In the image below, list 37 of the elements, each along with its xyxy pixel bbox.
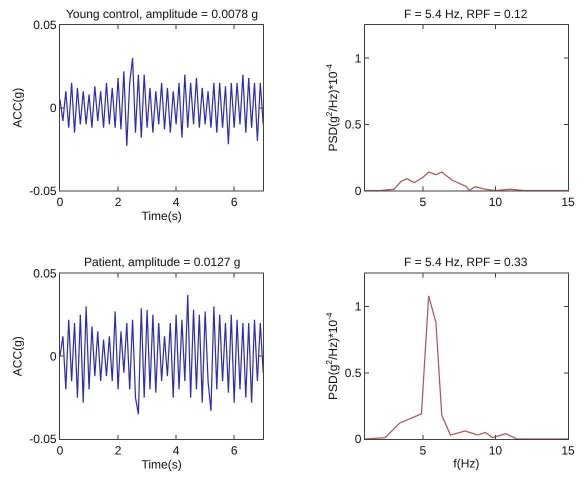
line-series [364, 295, 568, 439]
y-tick-label: 0 [354, 432, 362, 446]
y-tick-label: -0.05 [29, 432, 57, 446]
y-tick-label: -0.05 [29, 184, 57, 198]
x-tick-label: 2 [114, 443, 122, 458]
y-tick-label: 0 [50, 101, 57, 115]
x-tick-label: 10 [488, 443, 502, 458]
chart-title: Patient, amplitude = 0.0127 g [84, 255, 240, 269]
chart-title: Young control, amplitude = 0.0078 g [66, 7, 258, 21]
y-tick-label: 1 [354, 51, 362, 66]
x-tick-label: 15 [561, 195, 575, 209]
chart-title: F = 5.4 Hz, RPF = 0.33 [404, 255, 528, 269]
x-tick-label: 5 [420, 195, 427, 209]
y-tick-label: 0.05 [33, 266, 57, 281]
y-tick-label: 0 [354, 184, 362, 198]
x-tick-label: 5 [420, 443, 427, 458]
line-series [60, 294, 264, 415]
x-tick-label: 6 [230, 195, 238, 209]
y-axis-title: ACC(g) [10, 88, 25, 128]
x-tick-label: 4 [172, 195, 180, 209]
x-axis-title: Time(s) [141, 457, 182, 472]
x-tick-label: 6 [230, 443, 238, 458]
line-series [364, 171, 568, 191]
y-tick-label: 0 [50, 349, 57, 364]
line-series [60, 58, 264, 146]
x-tick-label: 4 [172, 443, 180, 458]
y-tick-label: 1 [354, 300, 362, 314]
x-axis-title: f(Hz) [453, 456, 480, 470]
y-tick-label: 0.05 [33, 18, 57, 32]
x-tick-label: 10 [488, 195, 502, 209]
x-axis-title: Time(s) [141, 209, 182, 223]
chart-title: F = 5.4 Hz, RPF = 0.12 [404, 7, 528, 21]
y-axis-title: ACC(g) [10, 336, 25, 376]
x-tick-label: 2 [114, 195, 122, 209]
y-tick-label: 0.5 [344, 118, 362, 132]
x-tick-label: 15 [561, 443, 575, 458]
y-tick-label: 0.5 [344, 366, 362, 380]
